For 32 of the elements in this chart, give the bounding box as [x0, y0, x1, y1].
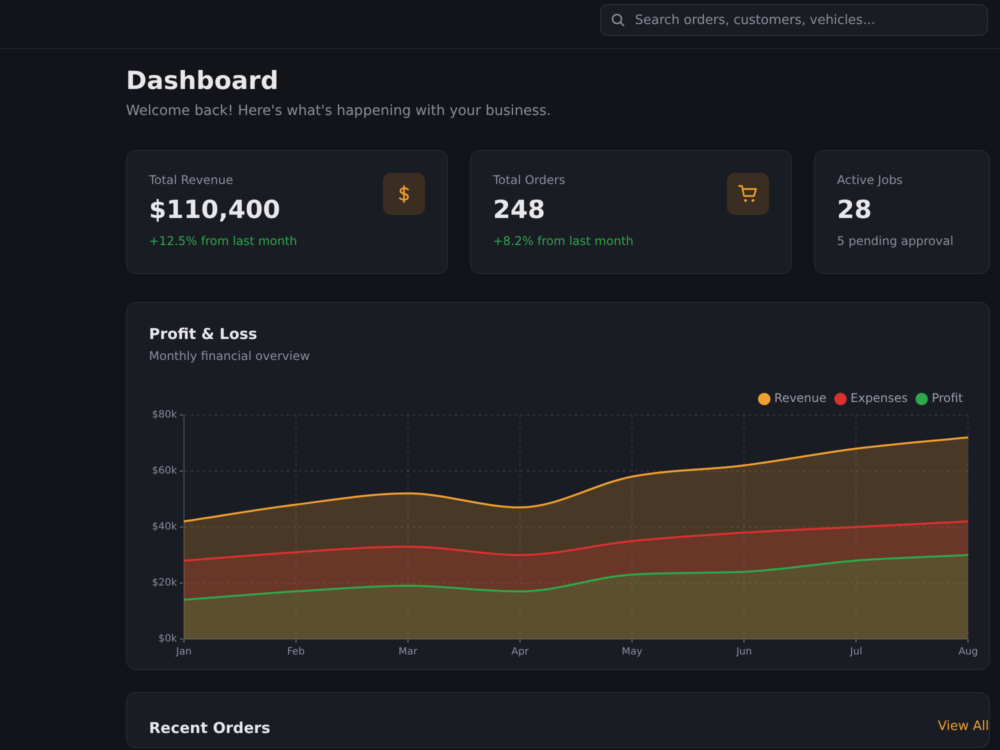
text: Dashboard — [126, 66, 280, 95]
x-tick-label: Feb — [287, 646, 305, 658]
text: +12.5% from last month — [149, 234, 298, 248]
y-tick-label: $0k — [158, 634, 178, 645]
x-tick-label: Apr — [511, 646, 530, 658]
y-tick-label: $60k — [152, 466, 178, 477]
text: 5 pending approval — [837, 234, 954, 248]
x-tick-label: Mar — [398, 646, 418, 658]
text: $110,400 — [149, 195, 282, 224]
text: Total Revenue — [149, 173, 234, 187]
x-tick-label: Jan — [175, 646, 192, 658]
x-tick-label: Jul — [849, 646, 862, 658]
legend-label: Expenses — [850, 391, 908, 406]
x-tick-label: Jun — [735, 646, 752, 658]
legend-label: Revenue — [774, 391, 827, 406]
y-tick-label: $40k — [152, 522, 178, 533]
text: View All — [938, 719, 989, 734]
text: 28 — [837, 195, 873, 224]
text: Search orders, customers, vehicles... — [635, 13, 876, 28]
text: Recent Orders — [149, 719, 270, 737]
x-tick-label: Aug — [958, 646, 978, 658]
x-tick-label: May — [622, 646, 642, 658]
chart-subtitle: Monthly financial overview — [149, 349, 311, 363]
text: 248 — [493, 195, 546, 224]
text: Total Orders — [493, 173, 566, 187]
chart-title: Profit & Loss — [149, 325, 258, 343]
text: Active Jobs — [837, 173, 904, 187]
text: Welcome back! Here's what's happening with your business. — [126, 103, 551, 119]
legend-label: Profit — [932, 391, 964, 406]
y-tick-label: $80k — [152, 410, 178, 421]
y-tick-label: $20k — [152, 578, 178, 589]
text: +8.2% from last month — [493, 234, 635, 248]
